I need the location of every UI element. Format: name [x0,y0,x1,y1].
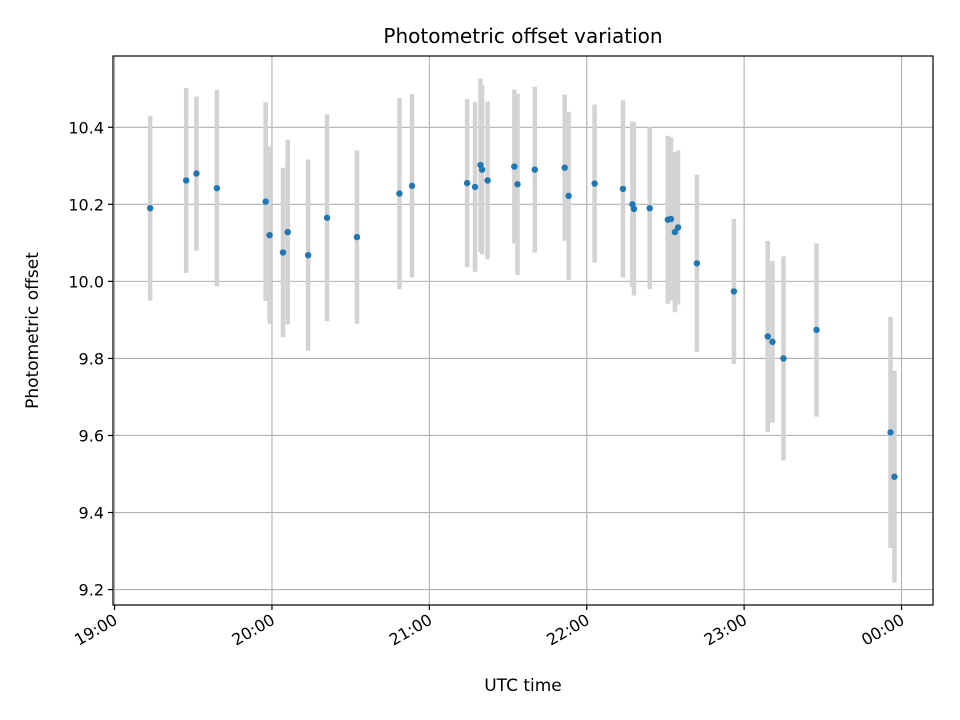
data-point [484,177,491,184]
x-tick-label: 21:00 [386,610,435,650]
data-point [463,179,471,187]
data-point [891,473,898,480]
data-point [279,249,287,256]
data-point [565,192,572,200]
data-point [284,228,291,236]
errorbars [147,78,897,583]
data-point [213,184,221,192]
y-tick-label: 9.4 [79,504,104,523]
data-point [396,190,403,197]
chart-title: Photometric offset variation [383,24,662,48]
data-point [266,231,273,239]
data-point [514,181,521,188]
data-point [646,204,653,212]
data-point [353,233,361,241]
data-point [193,170,200,177]
data-point [478,166,486,173]
data-point [764,333,771,340]
data-points [146,161,898,480]
data-point [667,215,675,223]
y-tick-label: 10.4 [68,118,104,137]
x-tick-label: 23:00 [701,610,750,650]
plot-frame [112,55,934,606]
data-point [471,183,479,191]
data-point [780,355,787,362]
data-point [262,198,269,205]
data-point [591,180,598,187]
data-point [730,288,738,295]
y-tick-label: 9.2 [79,581,104,600]
data-point [182,177,190,184]
data-point [511,163,518,170]
grid [113,56,933,605]
data-point [674,224,682,231]
x-tick-label: 19:00 [71,610,120,650]
data-point [769,338,776,346]
data-point [813,326,820,334]
data-point [323,214,331,222]
data-point [630,205,638,213]
y-tick-label: 9.8 [79,349,104,368]
data-point [531,166,539,173]
y-tick-label: 9.6 [79,426,104,445]
data-point [619,185,627,193]
data-point [304,251,312,259]
y-axis-label: Photometric offset [23,252,43,409]
x-tick-label: 20:00 [229,610,278,650]
data-point [408,182,416,190]
x-axis-label: UTC time [484,676,562,696]
data-point [887,429,894,436]
data-point [671,228,679,236]
data-point [561,164,568,171]
y-tick-label: 10.2 [68,195,104,214]
data-point [693,260,701,267]
x-tick-label: 00:00 [858,610,907,650]
y-tick-label: 10.0 [68,272,104,291]
data-point [146,204,154,212]
x-tick-label: 22:00 [543,610,592,650]
